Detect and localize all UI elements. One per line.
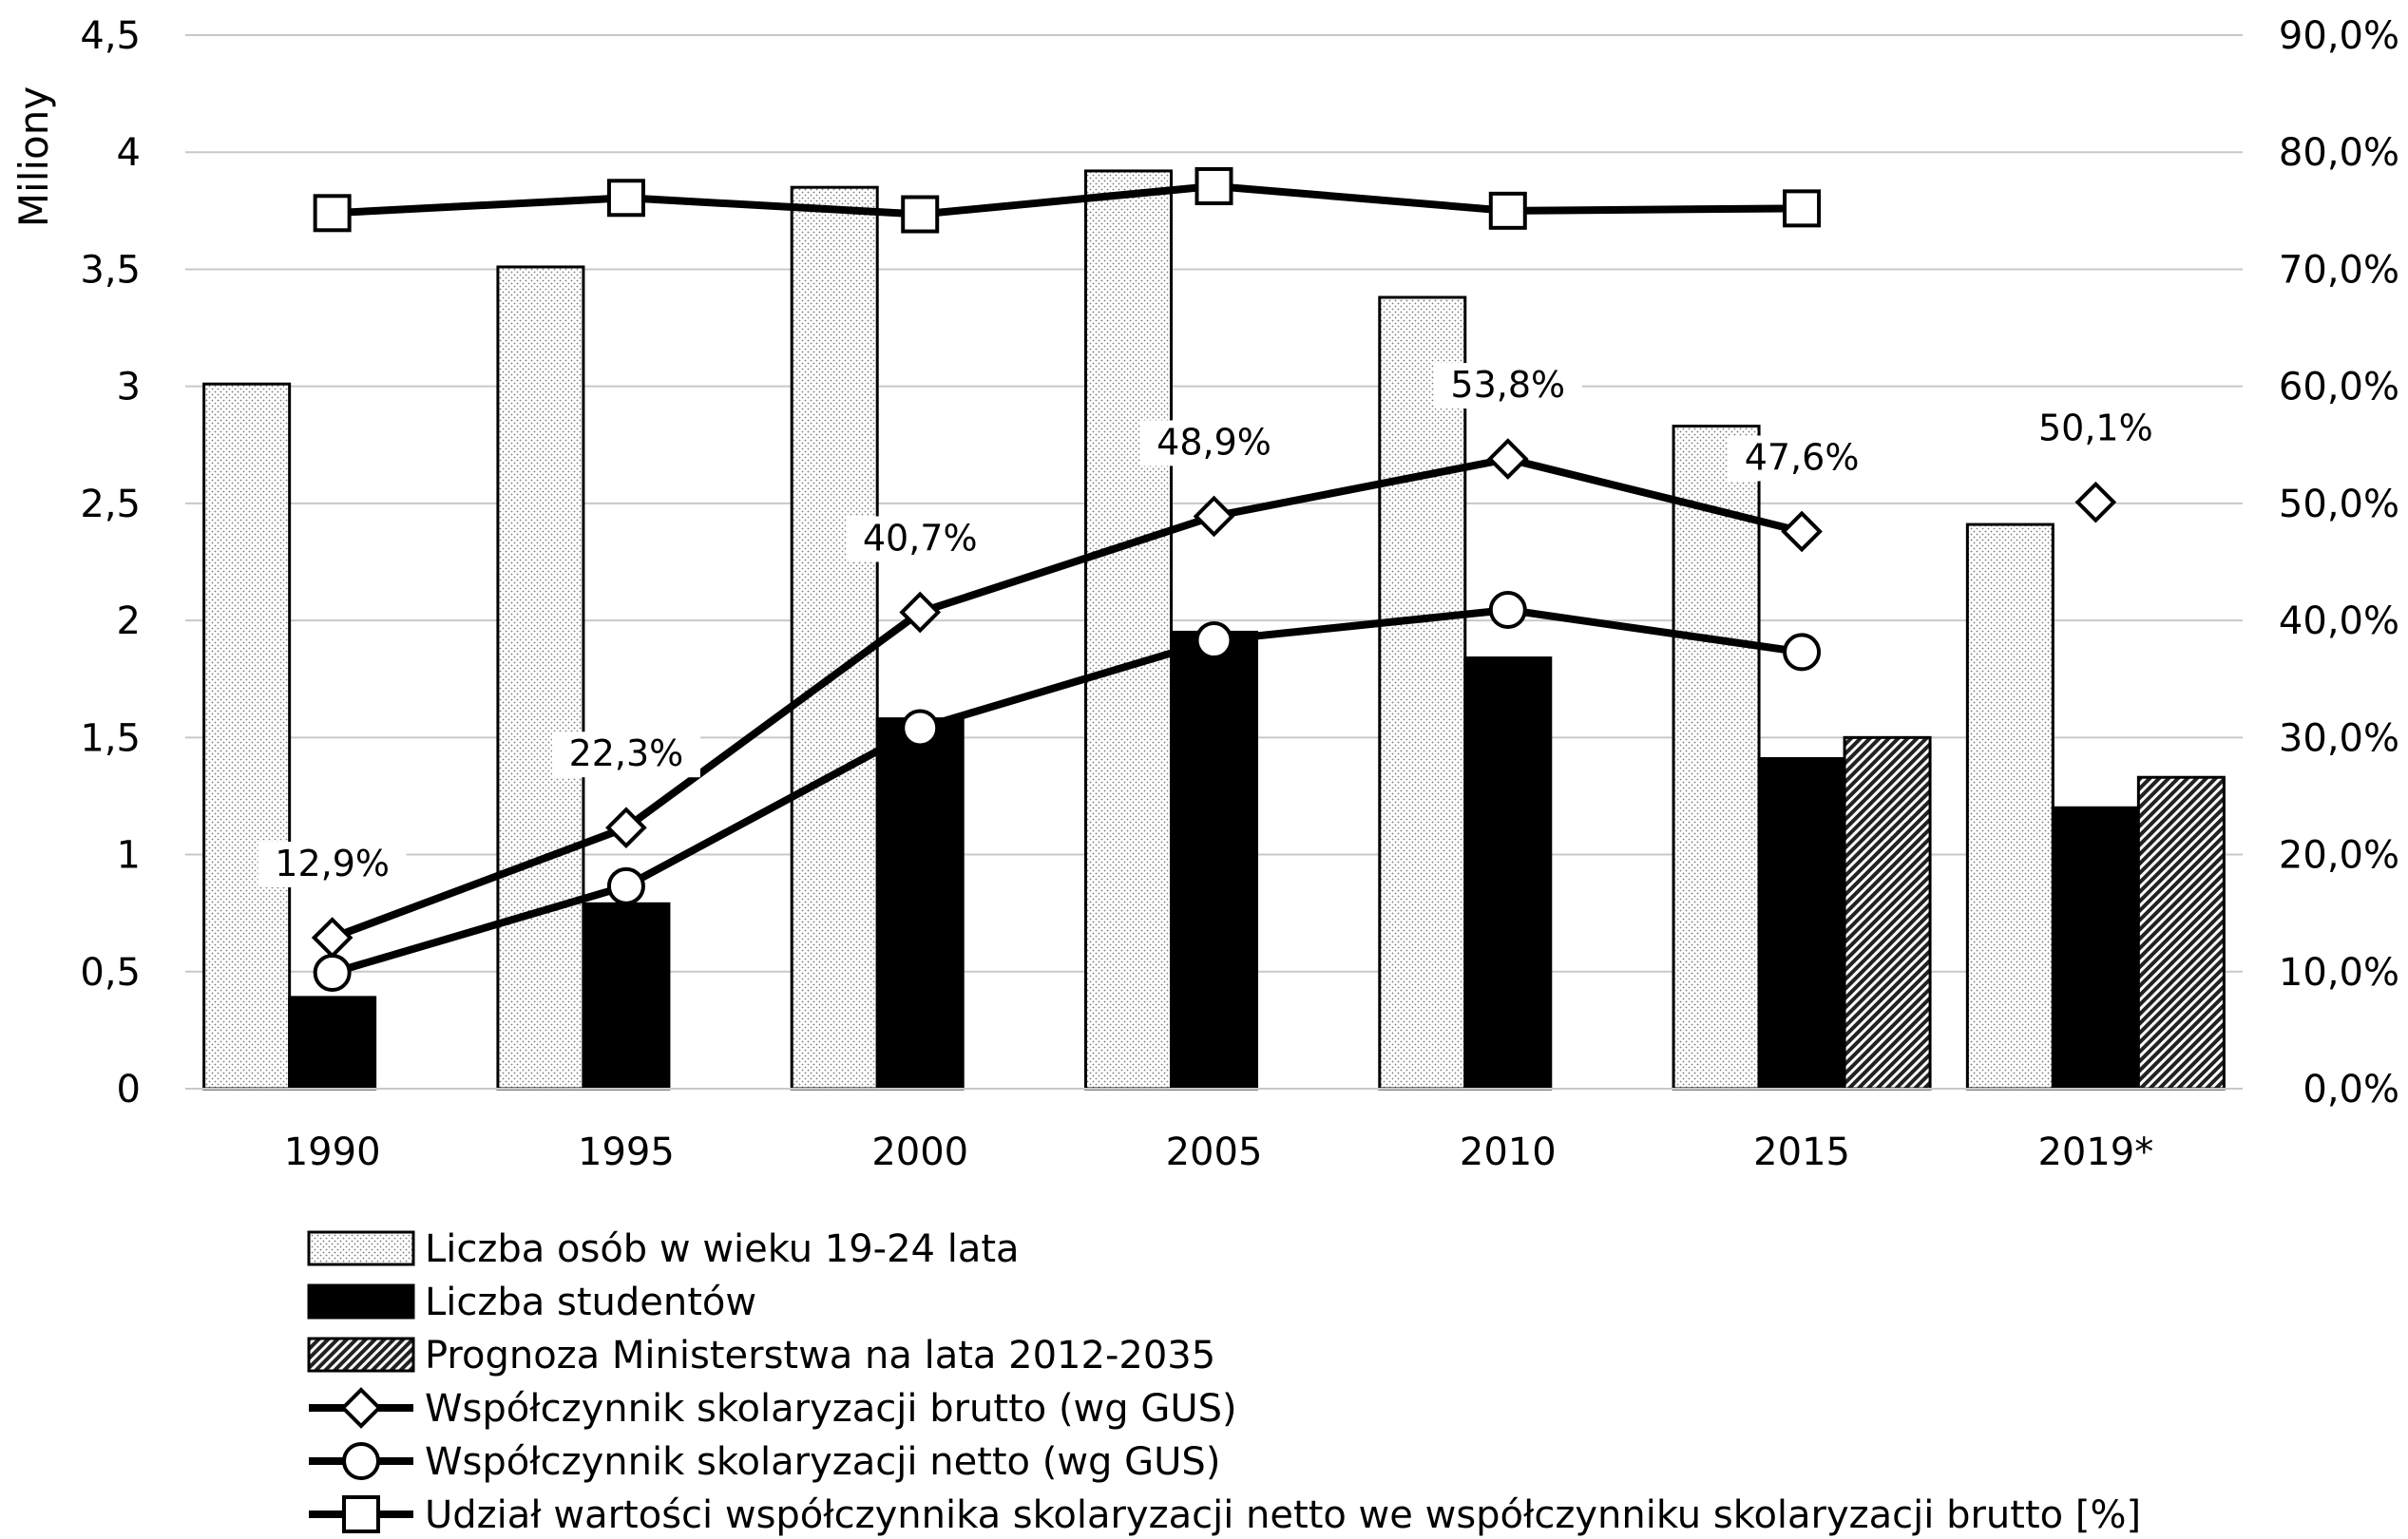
- legend-label: Prognoza Ministerstwa na lata 2012-2035: [425, 1334, 1215, 1378]
- legend-swatch: [307, 1337, 415, 1373]
- y-right-tick-label: 40,0%: [2279, 599, 2399, 643]
- diamond-marker: [605, 807, 647, 849]
- bar: [1843, 735, 1932, 1091]
- y-left-tick-label: 2: [117, 599, 141, 643]
- x-tick-label: 2010: [1460, 1130, 1557, 1174]
- data-label: 53,8%: [1450, 364, 1565, 406]
- diamond-marker: [1193, 495, 1235, 538]
- circle-marker: [1783, 633, 1822, 672]
- legend-label: Współczynnik skolaryzacji brutto (wg GUS…: [425, 1387, 1237, 1431]
- y-right-tick-label: 20,0%: [2279, 834, 2399, 878]
- legend-label: Współczynnik skolaryzacji netto (wg GUS): [425, 1440, 1220, 1484]
- legend-label: Udział wartości współczynnika skolaryzac…: [425, 1493, 2141, 1537]
- bar: [288, 996, 377, 1091]
- diamond-marker: [311, 917, 354, 959]
- axes: 0 0,5 1 1,5 2 2,5 3 3,5 4 4,5 0,0% 10,0% 20,0% 30,0% 4…: [10, 14, 2399, 1174]
- square-marker: [313, 194, 352, 233]
- data-label-background: [1139, 420, 1289, 466]
- bar: [496, 265, 585, 1091]
- y-right-tick-label: 30,0%: [2279, 716, 2399, 760]
- bar: [1672, 425, 1761, 1091]
- diamond-marker: [2074, 481, 2117, 523]
- bar: [2136, 775, 2226, 1091]
- bar: [1084, 169, 1173, 1091]
- circle-marker: [1488, 591, 1527, 630]
- y-right-tick-label: 0,0%: [2303, 1068, 2399, 1112]
- data-label-background: [2021, 406, 2170, 452]
- y-left-tick-label: 1,5: [80, 716, 141, 760]
- x-tick-label: 1995: [578, 1130, 675, 1174]
- y-right-tick-label: 60,0%: [2279, 366, 2399, 409]
- circle-marker: [901, 709, 940, 748]
- circle-marker: [342, 1442, 380, 1480]
- data-label-background: [1433, 363, 1582, 409]
- y-left-tick-label: 1: [117, 834, 141, 878]
- circle-marker: [313, 954, 352, 993]
- data-label: 12,9%: [275, 843, 390, 884]
- y-right-tick-label: 80,0%: [2279, 131, 2399, 175]
- legend-swatch: [307, 1283, 415, 1320]
- square-marker: [901, 195, 940, 234]
- y-left-tick-label: 3,5: [80, 248, 141, 292]
- y-left-tick-label: 4,5: [80, 14, 141, 58]
- series-line: [331, 455, 1804, 941]
- x-tick-label: 2015: [1753, 1130, 1850, 1174]
- diamond-marker: [1781, 510, 1823, 553]
- data-label: 50,1%: [2038, 408, 2153, 449]
- bar: [582, 902, 671, 1091]
- diamond-marker: [1486, 438, 1529, 480]
- diamond-marker: [340, 1387, 382, 1429]
- x-tick-label: 2000: [871, 1130, 968, 1174]
- y-left-tick-label: 3: [117, 366, 141, 409]
- bar: [1170, 630, 1258, 1091]
- square-marker: [606, 179, 645, 218]
- data-label: 40,7%: [863, 517, 978, 559]
- square-marker: [1783, 189, 1822, 228]
- legend-label: Liczba osób w wieku 19-24 lata: [425, 1227, 1020, 1271]
- legend-label: Liczba studentów: [425, 1281, 756, 1324]
- x-tick-label: 2005: [1166, 1130, 1263, 1174]
- y-right-tick-label: 50,0%: [2279, 483, 2399, 526]
- y-left-tick-label: 0: [117, 1068, 141, 1112]
- line-series: 12,9% 22,3% 40,7% 48,9% 53,8% 47,6% 50,1%: [258, 166, 2170, 993]
- circle-marker: [606, 866, 645, 905]
- bar: [1463, 656, 1553, 1091]
- x-tick-label: 2019*: [2037, 1130, 2153, 1174]
- diamond-marker: [899, 591, 942, 634]
- square-marker: [1194, 166, 1233, 205]
- bar: [1757, 757, 1846, 1091]
- square-marker: [342, 1495, 380, 1533]
- y-left-tick-label: 0,5: [80, 951, 141, 995]
- legend-swatch: [307, 1230, 415, 1266]
- data-label-background: [1728, 435, 1877, 482]
- data-label: 48,9%: [1156, 421, 1271, 463]
- y-axis-title: Miliony: [10, 86, 57, 227]
- y-left-tick-label: 2,5: [80, 483, 141, 526]
- bar: [202, 382, 292, 1091]
- square-marker: [1488, 191, 1527, 230]
- bar: [1378, 295, 1467, 1091]
- circle-marker: [1194, 621, 1233, 660]
- data-label-background: [258, 842, 407, 888]
- bar: [2051, 806, 2140, 1091]
- y-right-tick-label: 10,0%: [2279, 951, 2399, 995]
- data-label: 47,6%: [1745, 436, 1860, 478]
- legend: Liczba osób w wieku 19-24 lata Liczba stu…: [307, 1227, 2141, 1537]
- y-right-tick-label: 90,0%: [2279, 14, 2399, 58]
- y-left-tick-label: 4: [117, 131, 141, 175]
- series-line: [331, 606, 1803, 977]
- x-tick-label: 1990: [284, 1130, 381, 1174]
- data-label: 22,3%: [569, 732, 684, 774]
- data-label-background: [551, 732, 700, 778]
- y-right-tick-label: 70,0%: [2279, 248, 2399, 292]
- series-line: [332, 181, 1803, 218]
- bar: [875, 717, 965, 1091]
- bar: [1965, 522, 2054, 1091]
- data-label-background: [846, 516, 995, 562]
- bar: [790, 185, 879, 1091]
